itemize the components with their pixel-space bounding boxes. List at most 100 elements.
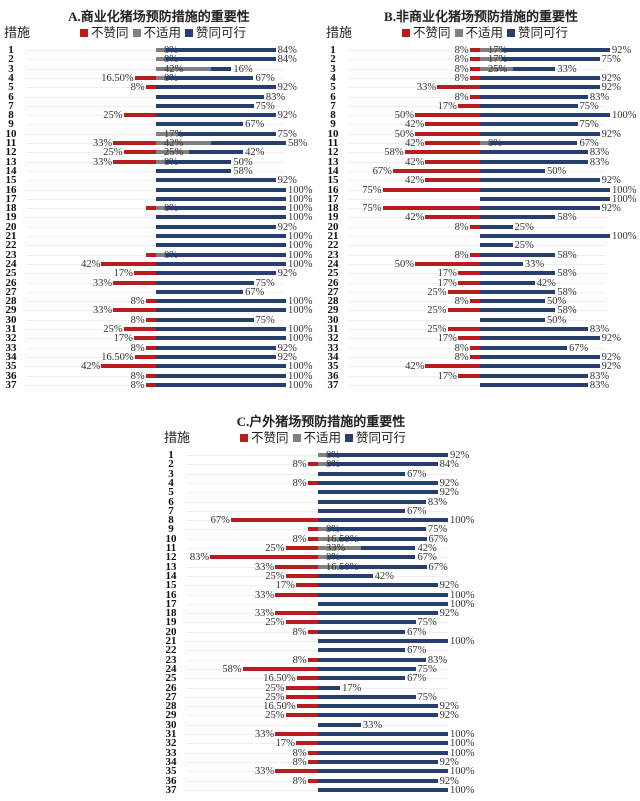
row-label: 3 (8, 62, 14, 75)
label-agree: 42% (417, 543, 437, 554)
bar-agree (156, 382, 286, 387)
label-agree: 50% (547, 165, 567, 177)
bar-agree (318, 592, 448, 597)
bar-agree (156, 261, 286, 266)
row-label: 13 (165, 560, 177, 573)
bar-agree (318, 685, 341, 690)
legend-item-not_applicable: 不适用 (451, 26, 504, 40)
label-agree: 67% (428, 561, 448, 573)
label-agree: 100% (450, 636, 475, 647)
legend-label: 不适用 (465, 26, 504, 40)
label-agree: 100% (450, 784, 475, 796)
row-label: 36 (327, 369, 339, 382)
row-label: 6 (330, 90, 336, 103)
row-label: 10 (165, 532, 177, 545)
label-not-applicable: 25% (164, 147, 184, 159)
label-agree: 17% (342, 682, 362, 694)
legend-label: 赞同可行 (196, 26, 247, 40)
bar-not-applicable (318, 546, 361, 550)
row-label: 6 (168, 495, 174, 508)
bar-disagree (425, 159, 480, 164)
label-not-applicable: 17% (488, 45, 508, 56)
bar-agree (156, 224, 276, 229)
row-label: 11 (5, 137, 17, 149)
label-disagree: 83% (189, 552, 210, 564)
legend-label: 不适用 (143, 26, 182, 40)
row-label: 17 (5, 192, 17, 205)
label-disagree: 25% (103, 147, 123, 159)
label-agree: 83% (589, 147, 610, 159)
label-disagree: 25% (265, 543, 285, 554)
bar-disagree (425, 178, 480, 183)
bar-disagree (415, 113, 480, 118)
row-gridline (186, 641, 448, 642)
bar-agree (318, 583, 438, 588)
label-agree: 92% (601, 203, 621, 215)
label-agree: 100% (288, 379, 313, 391)
label-agree: 67% (407, 645, 427, 657)
bar-agree (318, 741, 448, 746)
bar-agree (480, 299, 545, 304)
row-gridline (186, 510, 448, 512)
legend-item-agree: 赞同可行 (503, 26, 568, 40)
row-label: 22 (165, 644, 177, 657)
bar-disagree (457, 336, 480, 341)
label-disagree: 42% (81, 361, 101, 373)
label-agree: 100% (288, 333, 313, 345)
label-agree: 75% (601, 54, 621, 66)
label-not-applicable: 42% (164, 63, 184, 75)
label-not-applicable: 25% (488, 63, 508, 75)
row-label: 20 (327, 220, 339, 233)
label-disagree: 17% (437, 268, 457, 280)
row-gridline (26, 59, 284, 61)
bar-agree (318, 657, 426, 662)
row-label: 1 (8, 44, 14, 56)
label-agree: 92% (601, 82, 621, 94)
row-label: 24 (165, 662, 177, 675)
row-label: 5 (330, 81, 336, 94)
row-gridline (348, 236, 606, 237)
bar-agree (318, 490, 438, 495)
label-agree: 33% (362, 719, 383, 731)
bar-disagree (145, 299, 156, 304)
bar-disagree (285, 620, 318, 625)
bar-disagree (275, 732, 318, 736)
label-agree: 50% (233, 156, 253, 168)
row-label: 1 (330, 44, 336, 56)
label-disagree: 33% (92, 277, 113, 289)
row-label: 30 (165, 718, 177, 731)
row-gridline (348, 198, 606, 200)
bar-agree (480, 271, 556, 276)
row-label: 24 (327, 257, 339, 270)
label-agree: 100% (288, 212, 313, 224)
label-agree: 100% (288, 324, 313, 335)
bar-agree (360, 546, 416, 550)
bar-not-applicable (156, 131, 179, 136)
bar-agree (166, 48, 276, 52)
row-label: 37 (165, 783, 177, 796)
row-label: 10 (327, 127, 339, 140)
bar-agree (156, 345, 276, 350)
bar-agree (480, 336, 600, 341)
bar-disagree (307, 536, 318, 541)
bar-agree (156, 308, 286, 313)
panel-b: B.非商业化猪场预防措施的重要性 措施 不赞同 不适用 赞同可行 1 8% 17% 92% 2 8%… (322, 0, 640, 392)
row-label: 35 (165, 765, 177, 778)
label-agree: 100% (450, 738, 475, 750)
bar-agree (480, 215, 556, 220)
legend-item-disagree: 不赞同 (76, 26, 129, 40)
chart-title: C.户外猪场预防措施的重要性 (236, 414, 406, 429)
row-label: 30 (327, 313, 339, 326)
bar-agree (156, 187, 286, 192)
bar-agree (166, 75, 254, 80)
label-agree: 83% (427, 496, 448, 508)
bar-disagree (113, 141, 156, 145)
row-label: 13 (327, 155, 339, 168)
row-label: 2 (168, 458, 174, 471)
label-disagree: 8% (454, 63, 469, 75)
bar-disagree (392, 168, 480, 173)
row-label: 28 (327, 295, 339, 308)
bar-agree (156, 168, 232, 173)
bar-agree (480, 75, 600, 80)
bar-agree (480, 113, 610, 118)
